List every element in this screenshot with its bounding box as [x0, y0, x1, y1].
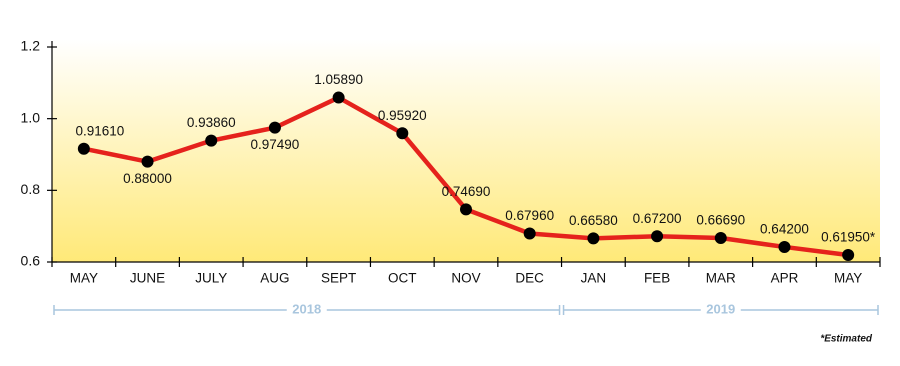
x-tick-label: JULY	[195, 271, 227, 286]
x-tick-label: MAY	[834, 271, 862, 286]
value-label: 0.66690	[696, 213, 745, 228]
data-point	[651, 230, 664, 243]
x-tick-label: SEPT	[321, 271, 356, 286]
data-point	[523, 227, 536, 240]
value-label: 0.61950*	[821, 230, 876, 245]
data-point	[396, 127, 409, 140]
x-tick-label: OCT	[388, 271, 417, 286]
value-label: 0.74690	[442, 184, 491, 199]
x-tick-label: JUNE	[130, 271, 165, 286]
x-tick-label: AUG	[260, 271, 289, 286]
x-tick-label: JAN	[581, 271, 607, 286]
x-tick-label: DEC	[515, 271, 544, 286]
value-label: 0.66580	[569, 213, 618, 228]
data-point	[141, 155, 154, 168]
x-tick-label: MAY	[70, 271, 98, 286]
group-label: 2019	[706, 301, 735, 316]
value-label: 0.88000	[123, 171, 172, 186]
value-label: 0.95920	[378, 108, 427, 123]
data-point	[460, 203, 472, 216]
footnote: *Estimated	[820, 334, 873, 345]
y-tick-label: 0.6	[21, 253, 41, 269]
data-point	[205, 134, 218, 147]
value-label: 0.67960	[505, 208, 554, 223]
data-point	[332, 91, 345, 104]
y-tick-label: 0.8	[21, 181, 41, 197]
group-label: 2018	[292, 301, 321, 316]
data-point	[587, 232, 600, 245]
value-label: 0.97490	[251, 137, 300, 152]
value-label: 0.91610	[75, 123, 124, 138]
data-point	[778, 240, 791, 253]
x-tick-label: FEB	[644, 271, 670, 286]
plot-background	[52, 40, 880, 262]
x-tick-label: NOV	[451, 271, 480, 286]
y-tick-label: 1.0	[21, 109, 41, 125]
y-tick-label: 1.2	[21, 38, 41, 54]
value-label: 0.67200	[633, 211, 682, 226]
data-point	[714, 232, 727, 245]
value-label: 0.93860	[187, 115, 236, 130]
data-point	[77, 142, 90, 155]
data-point	[268, 121, 281, 134]
x-tick-label: APR	[771, 271, 799, 286]
data-point	[842, 249, 855, 262]
value-label: 0.64200	[760, 222, 809, 237]
x-tick-label: MAR	[706, 271, 736, 286]
value-label: 1.05890	[314, 72, 363, 87]
